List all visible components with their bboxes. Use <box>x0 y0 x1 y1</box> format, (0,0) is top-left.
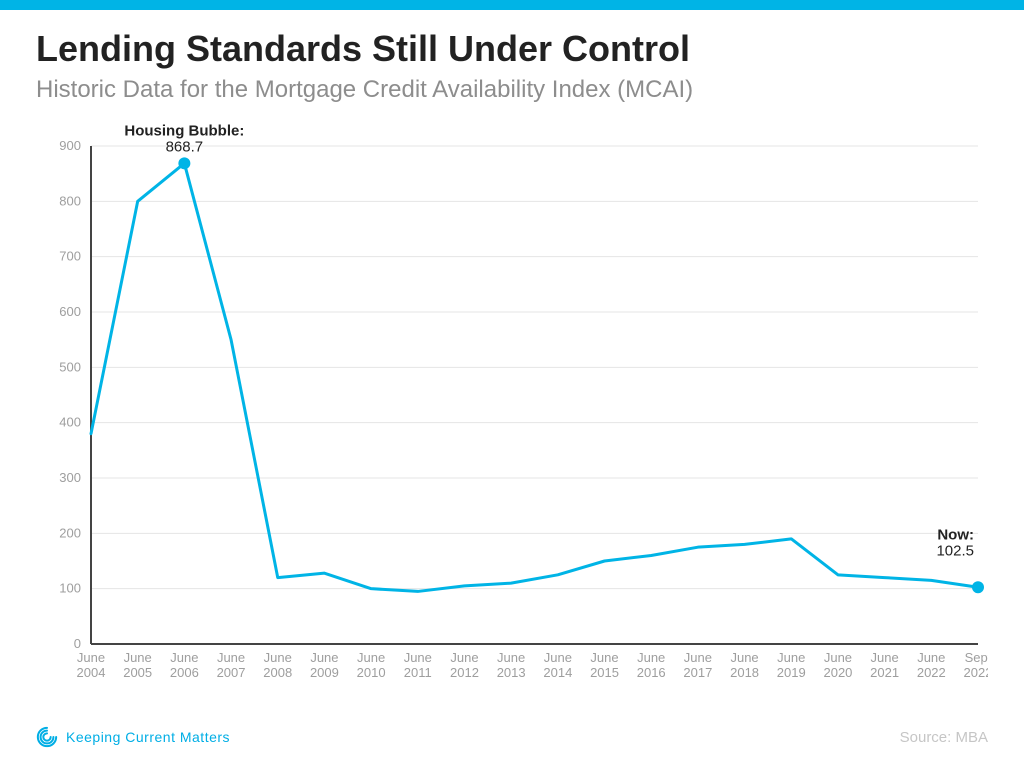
svg-text:500: 500 <box>59 359 81 374</box>
svg-text:2019: 2019 <box>777 665 806 680</box>
spiral-icon <box>36 726 58 748</box>
svg-text:June: June <box>264 650 292 665</box>
brand-word-3: Matters <box>180 729 230 745</box>
svg-text:2012: 2012 <box>450 665 479 680</box>
svg-text:800: 800 <box>59 193 81 208</box>
svg-text:900: 900 <box>59 138 81 153</box>
svg-text:2005: 2005 <box>123 665 152 680</box>
footer: Keeping Current Matters Source: MBA <box>36 726 988 748</box>
brand-word-1: Keeping <box>66 729 121 745</box>
svg-text:2010: 2010 <box>357 665 386 680</box>
svg-text:2017: 2017 <box>683 665 712 680</box>
svg-text:Sept: Sept <box>965 650 988 665</box>
svg-text:2007: 2007 <box>217 665 246 680</box>
svg-text:0: 0 <box>74 636 81 651</box>
svg-text:June: June <box>824 650 852 665</box>
svg-text:2014: 2014 <box>543 665 572 680</box>
svg-text:300: 300 <box>59 470 81 485</box>
svg-text:2016: 2016 <box>637 665 666 680</box>
brand-word-2: Current <box>125 729 175 745</box>
svg-text:June: June <box>357 650 385 665</box>
svg-text:June: June <box>310 650 338 665</box>
svg-text:2011: 2011 <box>404 665 432 680</box>
brand-text: Keeping Current Matters <box>66 729 230 745</box>
svg-text:2013: 2013 <box>497 665 526 680</box>
svg-text:June: June <box>871 650 899 665</box>
svg-text:June: June <box>450 650 478 665</box>
svg-text:June: June <box>404 650 432 665</box>
brand-mark: Keeping Current Matters <box>36 726 230 748</box>
svg-text:June: June <box>637 650 665 665</box>
svg-text:2022: 2022 <box>964 665 988 680</box>
source-attribution: Source: MBA <box>900 729 988 746</box>
svg-text:2004: 2004 <box>77 665 106 680</box>
svg-text:2022: 2022 <box>917 665 946 680</box>
svg-text:June: June <box>497 650 525 665</box>
svg-text:200: 200 <box>59 525 81 540</box>
svg-text:102.5: 102.5 <box>936 542 974 559</box>
svg-text:June: June <box>777 650 805 665</box>
svg-text:700: 700 <box>59 249 81 264</box>
svg-text:June: June <box>917 650 945 665</box>
svg-text:2008: 2008 <box>263 665 292 680</box>
svg-text:June: June <box>544 650 572 665</box>
svg-text:Now:: Now: <box>937 526 974 543</box>
svg-text:June: June <box>684 650 712 665</box>
content-area: Lending Standards Still Under Control Hi… <box>0 10 1024 700</box>
svg-text:June: June <box>590 650 618 665</box>
svg-text:2021: 2021 <box>870 665 899 680</box>
svg-text:2015: 2015 <box>590 665 619 680</box>
svg-text:100: 100 <box>59 581 81 596</box>
svg-text:2009: 2009 <box>310 665 339 680</box>
svg-text:2020: 2020 <box>823 665 852 680</box>
chart-container: 0100200300400500600700800900June2004June… <box>36 110 988 700</box>
svg-text:868.7: 868.7 <box>166 138 204 155</box>
svg-text:Housing Bubble:: Housing Bubble: <box>124 122 244 139</box>
svg-text:June: June <box>77 650 105 665</box>
svg-text:June: June <box>730 650 758 665</box>
svg-text:600: 600 <box>59 304 81 319</box>
svg-text:400: 400 <box>59 415 81 430</box>
chart-subtitle: Historic Data for the Mortgage Credit Av… <box>36 76 988 104</box>
line-chart: 0100200300400500600700800900June2004June… <box>36 110 988 700</box>
svg-text:2018: 2018 <box>730 665 759 680</box>
chart-title: Lending Standards Still Under Control <box>36 28 988 70</box>
svg-text:June: June <box>124 650 152 665</box>
svg-text:June: June <box>170 650 198 665</box>
svg-text:June: June <box>217 650 245 665</box>
top-accent-bar <box>0 0 1024 10</box>
svg-text:2006: 2006 <box>170 665 199 680</box>
